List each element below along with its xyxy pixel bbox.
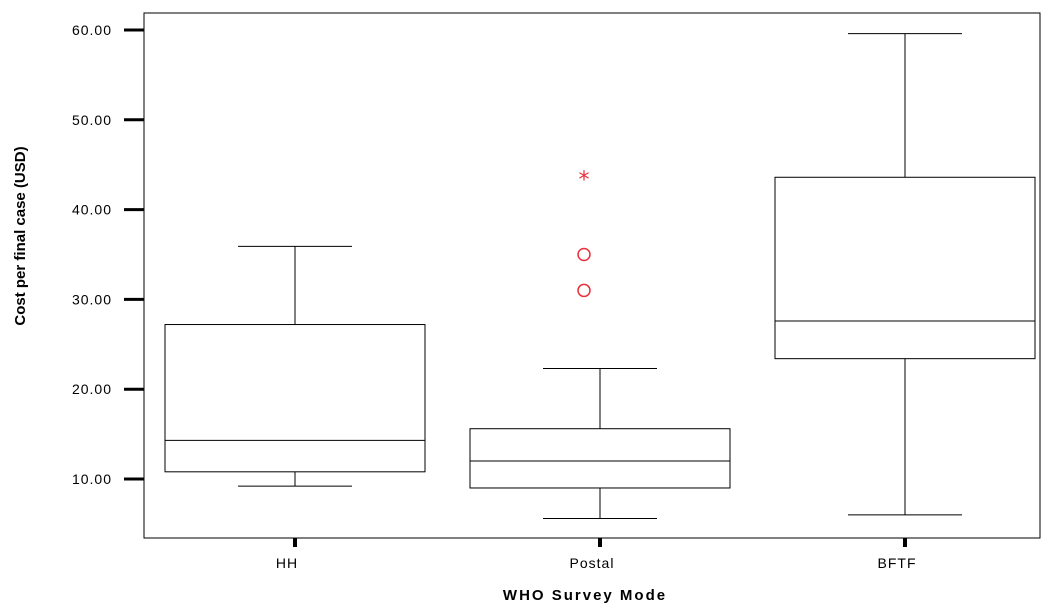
y-axis: 10.00 20.00 30.00 40.00 50.00 60.00 — [72, 22, 144, 487]
y-tick-label: 50.00 — [72, 112, 112, 128]
outlier-point — [577, 283, 591, 298]
extreme-point: * — [579, 168, 590, 193]
iqr-box — [164, 324, 426, 473]
box-postal: * — [469, 168, 731, 520]
plot-frame — [143, 12, 1041, 539]
boxes-layer: * — [164, 33, 1036, 520]
y-axis-title: Cost per final case (USD) — [12, 146, 29, 325]
box-bftf — [774, 33, 1036, 516]
y-tick-label: 30.00 — [72, 291, 112, 307]
y-tick-label: 60.00 — [72, 22, 112, 38]
y-tick-label: 10.00 — [72, 471, 112, 487]
x-tick-label: Postal — [570, 555, 615, 571]
iqr-box — [774, 176, 1036, 360]
outlier-point — [577, 247, 591, 262]
y-tick-label: 20.00 — [72, 381, 112, 397]
iqr-box — [469, 428, 731, 489]
box-hh — [164, 245, 426, 487]
x-axis: HH Postal BFTF — [276, 538, 917, 571]
x-axis-title: WHO Survey Mode — [503, 587, 667, 604]
x-tick-label: BFTF — [878, 555, 917, 571]
x-tick-label: HH — [276, 555, 298, 571]
y-tick-label: 40.00 — [72, 202, 112, 218]
